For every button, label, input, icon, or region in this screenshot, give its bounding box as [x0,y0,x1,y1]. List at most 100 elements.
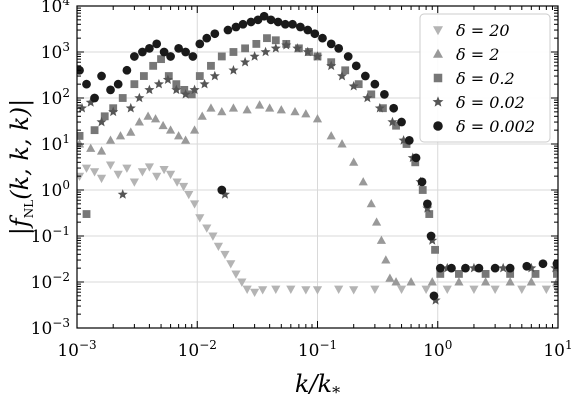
data-point [266,15,276,25]
data-point [541,285,551,294]
data-point [469,285,479,294]
data-point [206,103,216,112]
y-tick-label: 104 [41,0,71,17]
data-point [246,17,256,27]
data-point [429,291,439,301]
data-point [370,79,380,89]
y-tick-label: 10−2 [31,270,70,293]
data-point [210,29,220,39]
data-point [411,158,420,167]
data-point [130,80,139,89]
data-point [276,105,286,114]
data-point [371,217,382,226]
data-point [454,277,464,286]
data-point [310,29,320,39]
x-tick-label: 10−2 [178,338,217,361]
data-point [280,19,290,29]
y-tick-label: 101 [41,132,70,155]
data-point [143,111,153,120]
x-tick-label: 101 [543,338,572,361]
data-point [349,157,359,166]
data-point [223,25,233,35]
data-point [229,48,238,56]
data-point [423,199,432,209]
data-point [125,102,136,113]
data-point [226,260,236,269]
data-point [538,259,548,269]
data-point [174,43,183,53]
legend-label: δ = 0.2 [456,69,515,88]
data-point [258,286,268,295]
data-point [117,189,128,199]
data-point [180,89,191,99]
data-point [343,52,353,61]
data-point [337,139,347,148]
data-point [406,277,416,286]
legend-marker [433,26,443,36]
data-point [145,43,154,53]
data-point [195,214,205,223]
data-point [231,270,241,279]
data-point [290,107,300,116]
data-point [301,109,311,118]
data-point [171,84,182,95]
data-point [242,285,252,294]
data-point [172,80,181,89]
data-point [157,55,165,64]
data-point [77,172,85,181]
data-point [362,92,373,103]
data-point [82,210,91,218]
data-point [228,103,239,112]
data-point [105,161,116,170]
data-point [404,135,414,145]
data-point [302,46,313,57]
data-point [318,33,327,43]
data-point [122,164,132,173]
axis-ticks [76,5,559,329]
data-point [427,277,437,286]
data-point [468,262,479,273]
data-point [286,285,296,294]
data-point [134,117,144,126]
legend-label: δ = 0.002 [456,117,535,136]
data-point [505,277,515,286]
data-point [397,117,406,127]
data-point [113,170,123,180]
data-point [358,177,368,186]
data-point [271,36,280,45]
data-point [82,79,91,89]
data-point [217,185,227,195]
data-point [240,56,251,67]
data-point [231,22,241,32]
data-point [106,85,115,95]
data-point [435,263,445,273]
data-point [255,100,265,109]
data-point [139,72,148,80]
data-point [301,286,311,295]
data-point [265,103,275,112]
data-point [455,269,463,278]
data-point [442,285,452,294]
data-point [209,70,220,81]
x-tick-label: 10−3 [57,338,96,361]
data-point [426,231,436,241]
data-point [553,269,558,278]
data-point [202,224,212,233]
data-point [85,97,96,107]
data-point [531,269,540,278]
data-point [481,277,491,286]
data-point [263,34,271,43]
data-point [436,269,445,278]
data-point [207,61,215,70]
data-point [158,120,168,130]
data-point [381,255,391,264]
data-point [159,47,169,57]
data-point [77,131,84,140]
x-axis-label: k/k* [295,370,340,402]
data-point [354,80,363,89]
data-point [172,178,182,187]
data-point [77,102,88,113]
data-point [187,90,196,99]
